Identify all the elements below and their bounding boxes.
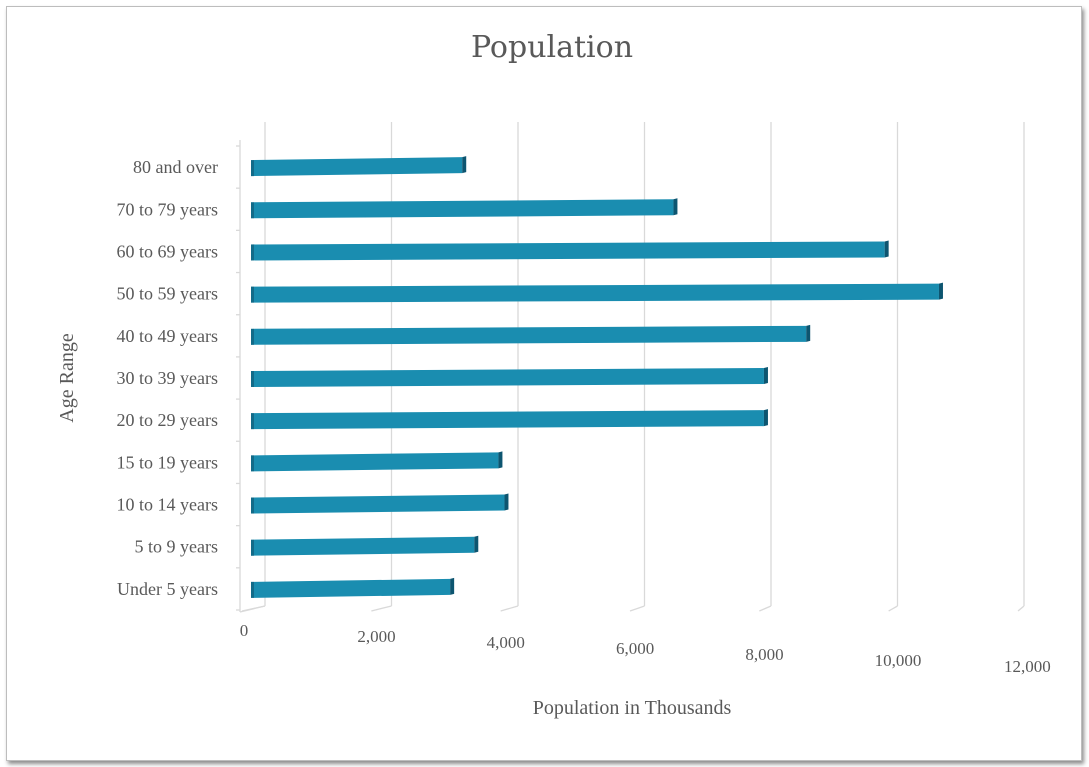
- bar: [251, 367, 768, 387]
- category-label: 20 to 29 years: [117, 410, 218, 430]
- bar: [251, 240, 889, 261]
- category-label: 5 to 9 years: [135, 537, 218, 557]
- bar: [251, 535, 479, 556]
- gridline-foot: [371, 605, 392, 612]
- gridline-foot: [759, 605, 772, 612]
- bar: [251, 493, 509, 514]
- x-tick-label: 6,000: [616, 639, 654, 658]
- bar: [251, 198, 678, 219]
- bar: [251, 156, 467, 177]
- x-tick-labels: 0 2,000 4,000 6,000 8,000 10,000 12,000: [240, 621, 1051, 676]
- category-labels: Under 5 years 5 to 9 years 10 to 14 years 1…: [117, 157, 218, 599]
- gridline-foot: [500, 605, 519, 612]
- category-label: 60 to 69 years: [117, 241, 218, 261]
- x-tick-label: 8,000: [745, 645, 783, 664]
- x-tick-label: 0: [240, 621, 249, 640]
- bar: [251, 451, 503, 472]
- bar: [251, 324, 811, 345]
- x-axis-title: Population in Thousands: [533, 697, 732, 719]
- bar: [251, 409, 768, 430]
- x-tick-label: 4,000: [487, 633, 525, 652]
- y-axis-title: Age Range: [56, 333, 78, 423]
- x-tick-label: 12,000: [1004, 657, 1051, 676]
- x-tick-label: 10,000: [875, 651, 922, 670]
- gridline-foot: [1017, 605, 1025, 612]
- category-label: 70 to 79 years: [117, 199, 218, 219]
- bar: [251, 282, 943, 303]
- bars: [251, 156, 943, 598]
- gridline-foot: [629, 605, 645, 612]
- category-label: 30 to 39 years: [117, 368, 218, 388]
- floor-edge: [239, 605, 266, 613]
- x-tick-label: 2,000: [357, 627, 395, 646]
- chart-title: Population: [471, 30, 633, 65]
- category-label: Under 5 years: [117, 579, 218, 599]
- gridline-foot: [888, 605, 898, 612]
- category-label: 40 to 49 years: [117, 326, 218, 346]
- category-label: 50 to 59 years: [117, 284, 218, 304]
- bar: [251, 577, 455, 598]
- category-label: 15 to 19 years: [117, 452, 218, 472]
- category-label: 10 to 14 years: [117, 495, 218, 515]
- category-label: 80 and over: [133, 157, 218, 177]
